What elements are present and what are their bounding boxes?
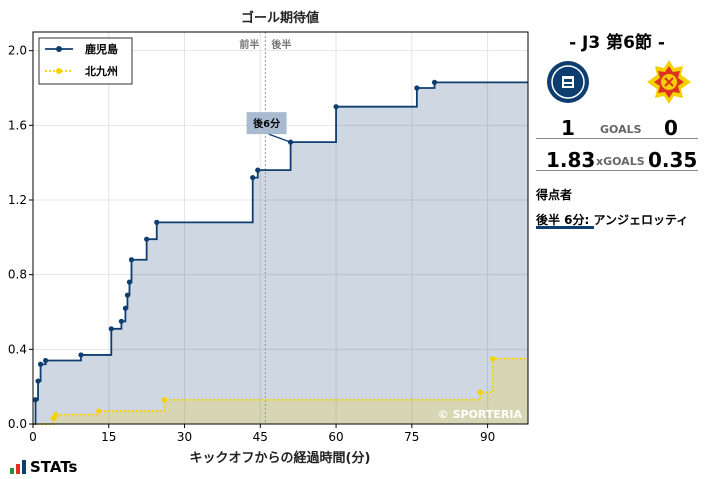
brand-text: STATs xyxy=(30,458,78,476)
data-point xyxy=(35,378,41,384)
bar-chart-icon xyxy=(10,460,26,474)
x-tick-label: 90 xyxy=(480,430,495,444)
away-score: 0 xyxy=(664,116,678,140)
plot-frame xyxy=(32,31,529,425)
x-tick-label: 75 xyxy=(404,430,419,444)
away-team-logo xyxy=(647,60,691,104)
data-point xyxy=(53,412,59,418)
series-area xyxy=(33,82,528,425)
away-xg: 0.35 xyxy=(648,148,698,172)
legend-swatch-marker xyxy=(56,68,62,74)
x-axis-label: キックオフからの経過時間(分) xyxy=(190,450,371,466)
xg-label: xGOALS xyxy=(596,155,645,168)
legend-swatch-marker xyxy=(56,46,62,52)
y-tick-label: 1.2 xyxy=(8,193,27,207)
x-tick-label: 60 xyxy=(328,430,343,444)
data-point xyxy=(32,397,39,403)
scorers-title: 得点者 xyxy=(536,188,573,202)
data-point xyxy=(333,104,339,110)
data-point xyxy=(250,175,256,181)
home-score: 1 xyxy=(561,116,575,140)
halftime-label-first: 前半 xyxy=(239,38,259,51)
data-point xyxy=(43,357,49,364)
x-tick-label: 45 xyxy=(253,430,268,444)
legend-box xyxy=(38,37,133,85)
y-tick-label: 0.4 xyxy=(8,342,27,356)
home-xg: 1.83 xyxy=(546,148,596,172)
data-point xyxy=(128,257,135,263)
scorer-entry: 後半 6分: アンジェロッティ xyxy=(536,213,689,227)
data-point xyxy=(431,79,438,85)
annotation-box xyxy=(246,112,287,135)
match-title: - J3 第6節 - xyxy=(569,33,665,53)
data-point xyxy=(122,305,129,311)
y-tick-label: 0.0 xyxy=(8,417,27,431)
chart-title: ゴール期待値 xyxy=(241,10,319,26)
divider xyxy=(536,138,698,139)
scorer-underline xyxy=(536,226,594,229)
data-point xyxy=(124,292,131,298)
halftime-label-second: 後半 xyxy=(271,38,291,51)
goals-label: GOALS xyxy=(600,123,642,136)
data-point xyxy=(50,415,56,421)
y-tick-label: 0.8 xyxy=(8,268,27,282)
legend-label: 鹿児島 xyxy=(85,42,118,56)
y-tick-label: 2.0 xyxy=(8,44,27,58)
data-point xyxy=(161,397,167,403)
legend-label: 北九州 xyxy=(85,64,118,78)
data-point xyxy=(37,361,44,367)
data-point xyxy=(490,356,496,362)
x-tick-label: 0 xyxy=(29,430,37,444)
brand-logo: STATs xyxy=(10,458,77,476)
data-point xyxy=(78,352,84,358)
home-team-logo xyxy=(547,61,589,103)
data-point xyxy=(126,279,133,285)
data-point xyxy=(414,85,420,91)
watermark: © SPORTERIA xyxy=(438,408,523,421)
x-tick-label: 15 xyxy=(101,430,116,444)
y-tick-label: 1.6 xyxy=(8,118,27,132)
x-tick-label: 30 xyxy=(177,430,192,444)
annotation-label: 後6分 xyxy=(253,117,280,130)
data-point xyxy=(144,236,150,242)
data-point xyxy=(118,318,124,324)
data-point xyxy=(96,408,102,414)
data-point xyxy=(477,389,483,395)
data-point xyxy=(154,219,160,225)
series-area xyxy=(33,358,528,424)
data-point xyxy=(255,167,261,173)
annotation-pointer xyxy=(268,133,291,143)
divider xyxy=(536,170,698,171)
data-point xyxy=(108,326,114,332)
